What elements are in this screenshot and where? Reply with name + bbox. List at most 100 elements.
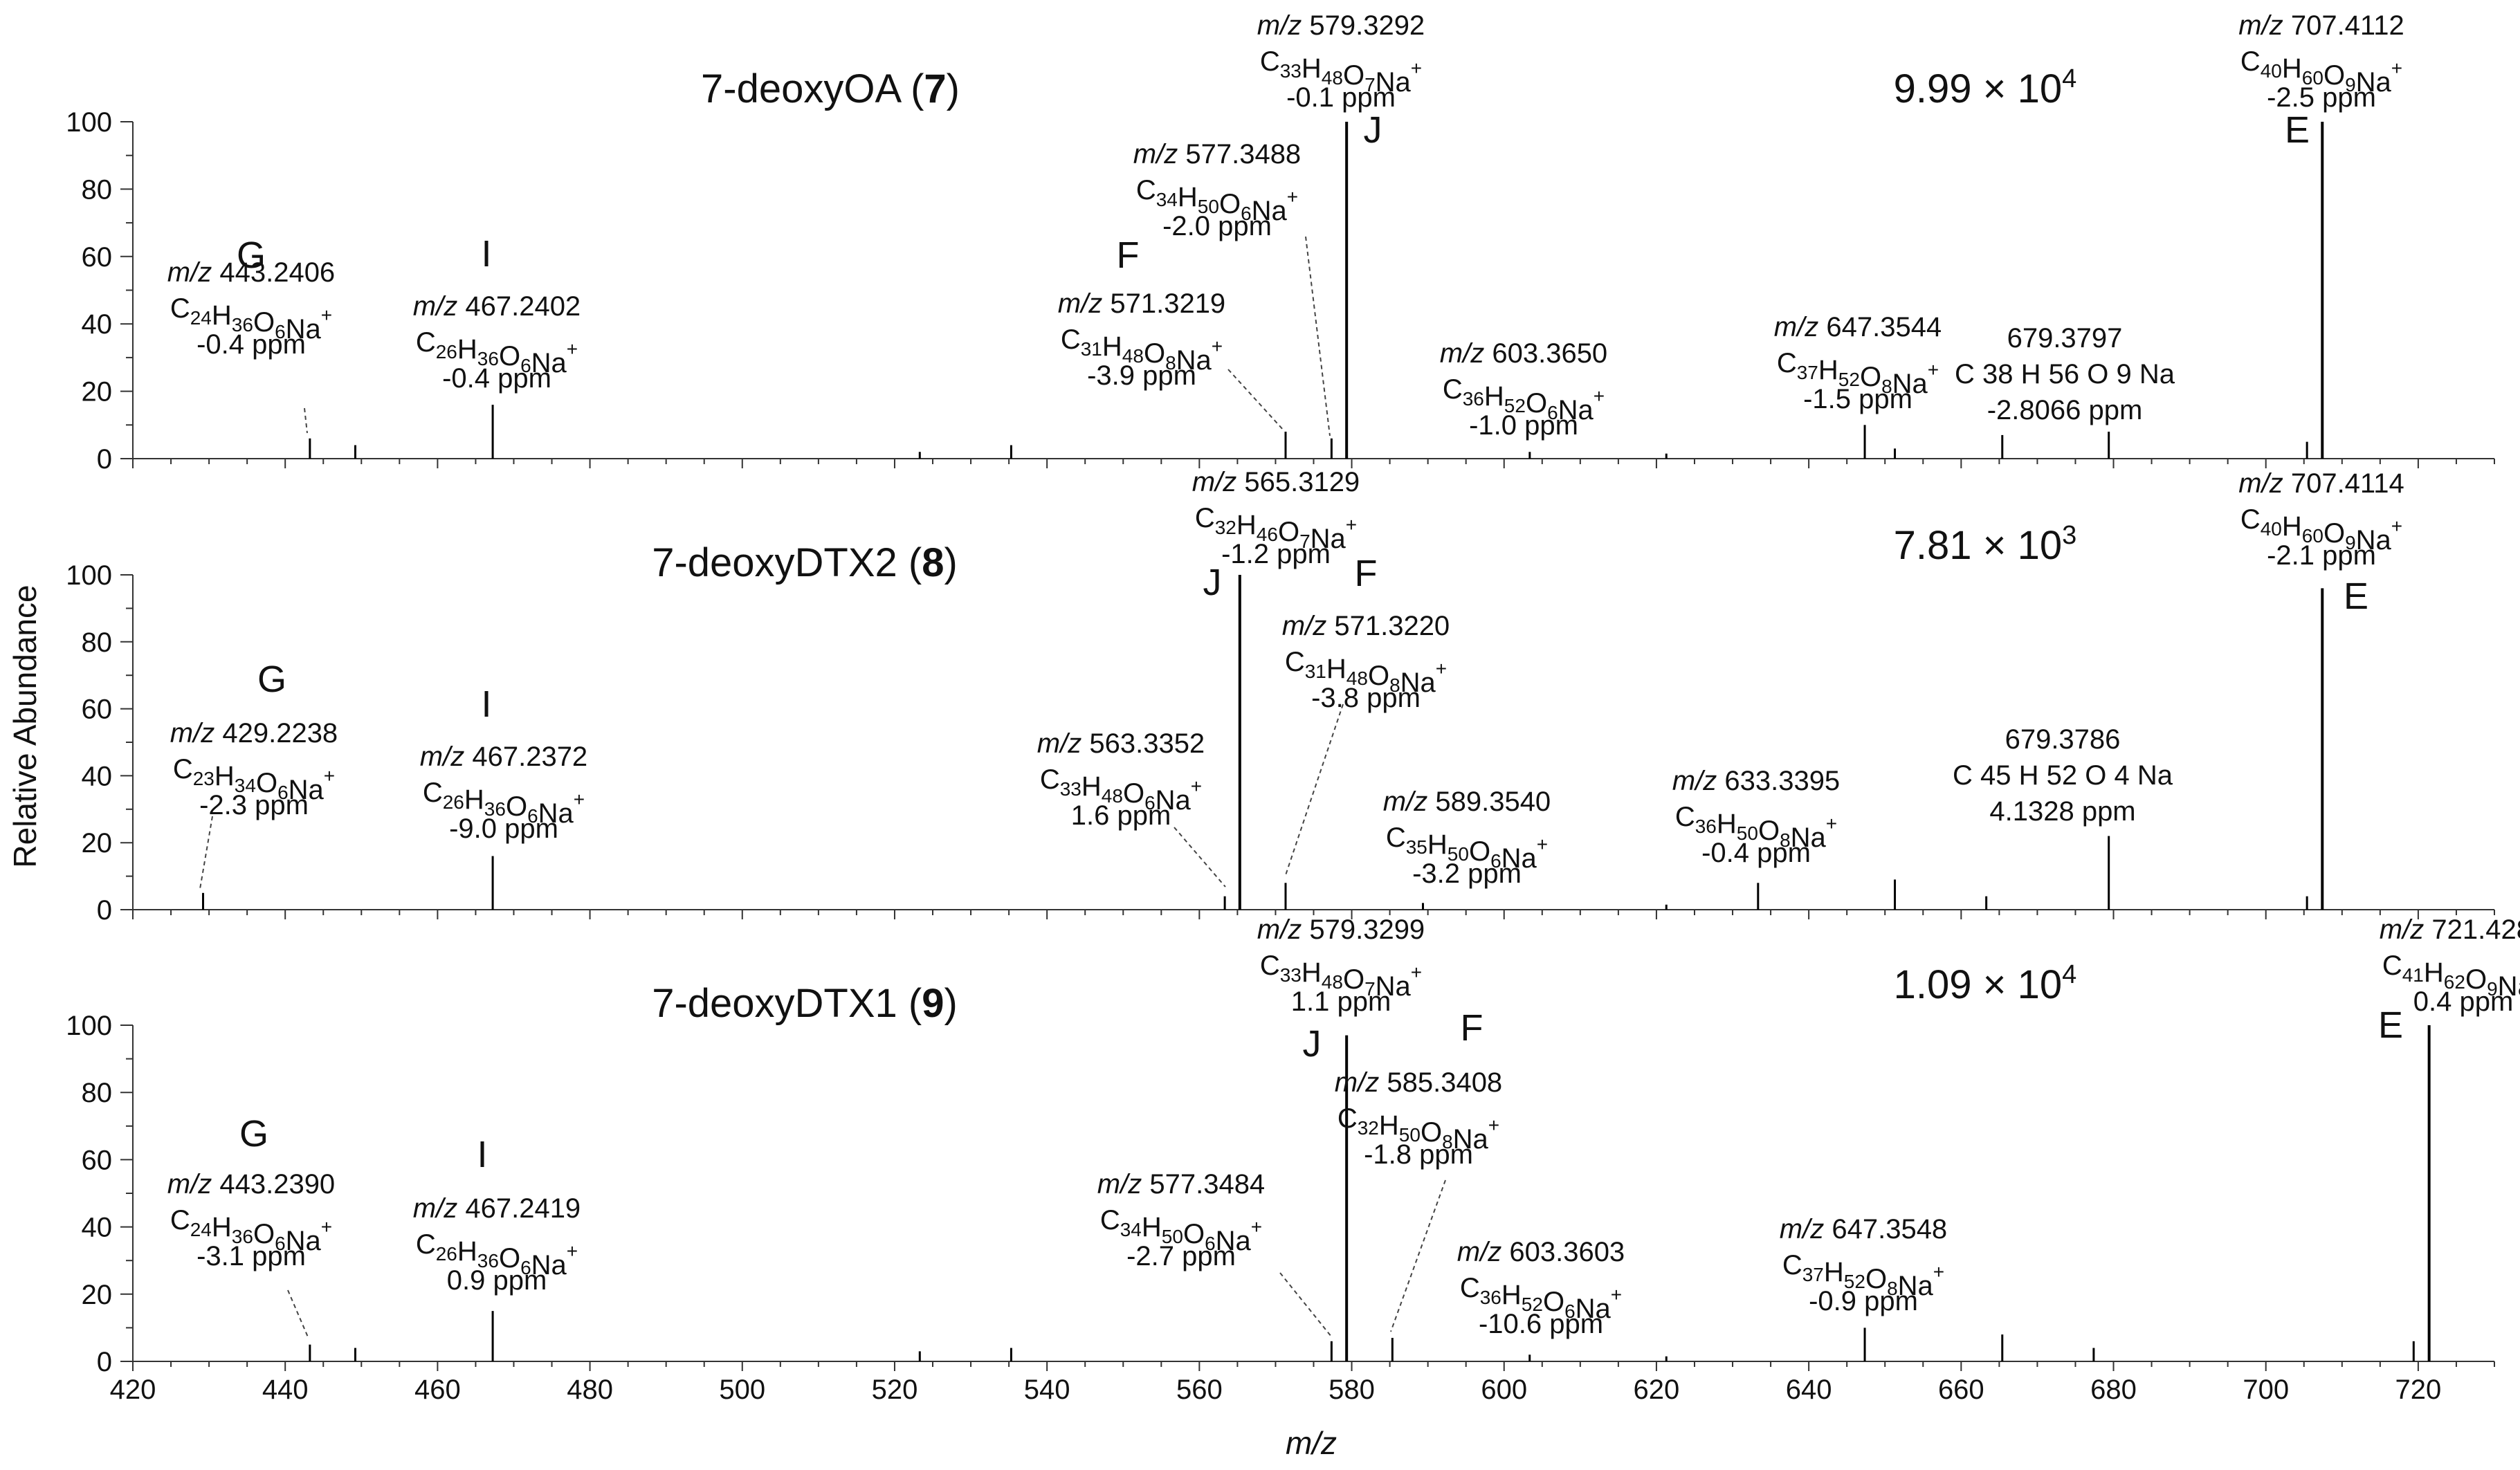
annotation-mz: m/z 707.4114 [2238, 468, 2404, 499]
fragment-letter: G [237, 235, 266, 276]
annotation-formula: C36H52O6Na+ [1443, 374, 1605, 425]
annotation-mz: m/z 429.2238 [170, 718, 338, 748]
y-tick-label: 40 [82, 309, 113, 340]
annotation-ppm: 1.1 ppm [1291, 986, 1391, 1017]
fragment-letter: J [1203, 562, 1222, 603]
panel-title: 7-deoxyOA (7) [701, 66, 960, 111]
annotation-mz: m/z 571.3219 [1058, 288, 1225, 319]
peak-annotation: Im/z 467.2372 C26H36O6Na+-9.0 ppm [420, 683, 587, 844]
annotation-ppm: -3.2 ppm [1412, 858, 1522, 889]
y-tick-label: 80 [82, 627, 113, 658]
fragment-letter: G [257, 659, 286, 700]
peak-annotation: Em/z 707.4112 C40H60O9Na+-2.5 ppm [2238, 10, 2404, 151]
leader-line [1174, 827, 1226, 888]
annotation-mz: m/z 721.4289 [2380, 915, 2520, 945]
annotation-ppm: -1.0 ppm [1469, 410, 1578, 441]
annotation-mz: m/z 579.3299 [1257, 915, 1425, 945]
y-tick-label: 0 [97, 895, 112, 926]
annotation-ppm: 0.9 ppm [447, 1265, 547, 1296]
panel-1: 0 20 40 60 80 100 [66, 107, 2495, 475]
peak-annotation: Fm/z 571.3219 C31H48O8Na+-3.9 ppm [1058, 235, 1285, 432]
fragment-letter: I [481, 233, 491, 275]
annotation-ppm: -2.5 ppm [2267, 82, 2376, 113]
fragment-letter: F [1117, 235, 1140, 276]
panel-2: 0 20 40 60 80 100 [66, 560, 2495, 926]
annotation-mz: m/z 571.3220 [1282, 611, 1450, 641]
peak-annotation: Em/z 707.4114 C40H60O9Na+-2.1 ppm [2238, 468, 2404, 617]
fragment-letter: F [1355, 553, 1378, 594]
annotation-ppm: -2.0 ppm [1162, 211, 1272, 241]
peak-annotation: Fm/z 571.3220 C31H48O8Na+-3.8 ppm [1282, 553, 1450, 876]
annotation-formula: C36H52O6Na+ [1460, 1273, 1622, 1324]
y-tick-label: 80 [82, 1078, 113, 1108]
annotation-mz: m/z 563.3352 [1037, 728, 1205, 759]
annotation-ppm: -0.1 ppm [1286, 82, 1396, 113]
annotation-formula: C 38 H 56 O 9 Na [1955, 359, 2175, 389]
annotation-ppm: -1.5 ppm [1803, 384, 1912, 414]
y-tick-label: 60 [82, 1145, 113, 1175]
annotation-mz: m/z 579.3292 [1257, 10, 1425, 41]
annotation-mz: m/z 647.3548 [1780, 1214, 1947, 1244]
annotation-ppm: -1.8 ppm [1364, 1139, 1473, 1170]
annotation-formula: C26H36O6Na+ [416, 1229, 578, 1280]
x-tick-label: 680 [2090, 1375, 2137, 1405]
x-tick-label: 580 [1329, 1375, 1375, 1405]
annotation-formula: C34H50O6Na+ [1100, 1205, 1262, 1256]
fragment-letter: J [1303, 1023, 1322, 1065]
annotation-formula: C41H62O9Na+ [2382, 950, 2520, 1002]
peak-annotation: Em/z 721.4289 C41H62O9Na+0.4 ppm [2378, 915, 2520, 1046]
annotation-mz: 679.3786 [2005, 724, 2121, 755]
x-tick-label: 620 [1634, 1375, 1680, 1405]
leader-line [1305, 236, 1331, 437]
annotation-ppm: 1.6 ppm [1071, 800, 1171, 831]
leader-line [199, 816, 213, 890]
annotation-ppm: -0.4 ppm [197, 329, 306, 360]
y-tick-label: 60 [82, 695, 113, 725]
annotation-mz: m/z 577.3488 [1133, 139, 1301, 169]
fragment-letter: F [1461, 1007, 1483, 1049]
peak-annotation: 679.3797 C 38 H 56 O 9 Na -2.8066 ppm [1955, 323, 2175, 425]
panel-title: 7-deoxyDTX1 (9) [652, 981, 958, 1026]
peak-annotation: Jm/z 579.3299 C33H48O7Na+1.1 ppm [1257, 915, 1425, 1065]
annotation-formula: C34H50O6Na+ [1136, 175, 1298, 226]
y-tick-label: 0 [97, 444, 112, 475]
annotation-mz: m/z 443.2390 [167, 1169, 335, 1200]
annotation-mz: m/z 467.2372 [420, 742, 587, 772]
y-tick-label: 60 [82, 242, 113, 273]
leader-line [1279, 1272, 1332, 1337]
annotation-mz: m/z 443.2406 [167, 257, 335, 288]
y-axis-title: Relative Abundance [7, 585, 43, 867]
peak-annotation: Jm/z 565.3129 C32H46O7Na+-1.2 ppm [1192, 467, 1360, 603]
leader-line [1285, 704, 1344, 876]
annotation-formula: C40H60O9Na+ [2240, 504, 2402, 555]
annotation-ppm: 4.1328 ppm [1989, 796, 2135, 827]
annotation-formula: C26H36O6Na+ [416, 327, 578, 378]
annotation-ppm: -0.9 ppm [1809, 1286, 1918, 1316]
y-tick-label: 40 [82, 761, 113, 791]
peak-annotation: Im/z 467.2402 C26H36O6Na+-0.4 ppm [413, 233, 581, 394]
annotation-ppm: -3.1 ppm [197, 1241, 306, 1271]
y-tick-label: 80 [82, 174, 113, 205]
annotation-mz: m/z 603.3650 [1440, 338, 1607, 369]
annotations-layer: 7-deoxyOA (7) 9.99 × 104 Gm/z 443.2406 C24H… [167, 10, 2520, 1339]
peak-annotation: m/z 603.3650 C36H52O6Na+-1.0 ppm [1440, 338, 1607, 441]
x-tick-label: 560 [1176, 1375, 1223, 1405]
peak-annotation: m/z 563.3352 C33H48O6Na+1.6 ppm [1037, 728, 1226, 888]
peak-annotation: Gm/z 429.2238 C23H34O6Na+-2.3 ppm [170, 659, 338, 890]
annotation-formula: C37H52O8Na+ [1777, 348, 1939, 399]
intensity-scale: 9.99 × 104 [1894, 64, 2077, 111]
annotation-mz: m/z 565.3129 [1192, 467, 1360, 497]
fragment-letter: G [239, 1113, 268, 1155]
annotation-formula: C36H50O8Na+ [1675, 802, 1837, 853]
fragment-letter: E [2378, 1004, 2403, 1046]
annotation-mz: m/z 633.3395 [1672, 766, 1840, 796]
annotation-ppm: -0.4 ppm [1701, 838, 1811, 868]
fragment-letter: I [481, 683, 491, 725]
peak-annotation: Im/z 467.2419 C26H36O6Na+0.9 ppm [413, 1134, 581, 1296]
peaks-panel-1 [309, 122, 2324, 459]
x-tick-label: 540 [1024, 1375, 1070, 1405]
leader-line [304, 407, 308, 434]
annotation-mz: m/z 577.3484 [1097, 1169, 1265, 1200]
peaks-panel-2 [202, 575, 2324, 910]
peak-annotation: Gm/z 443.2406 C24H36O6Na+-0.4 ppm [167, 235, 335, 434]
